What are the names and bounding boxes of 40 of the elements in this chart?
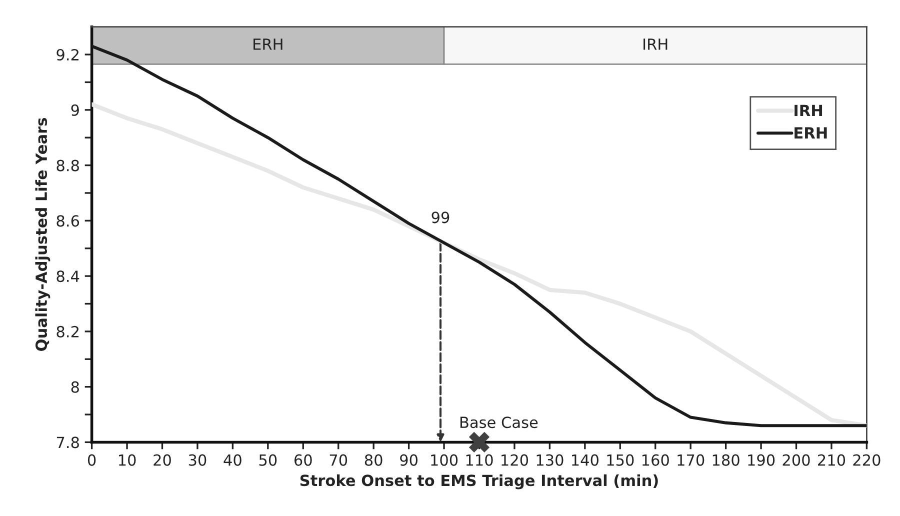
legend-label: ERH [794, 127, 827, 138]
x-tick-label: 130 [536, 454, 564, 466]
x-tick-label: 80 [364, 454, 382, 466]
x-tick-label: 60 [294, 454, 312, 466]
x-tick-label: 20 [154, 454, 171, 466]
y-tick-label: 9.2 [56, 48, 78, 61]
x-tick-label: 190 [748, 454, 775, 466]
y-axis-title: Quality-Adjusted Life Years [35, 118, 50, 351]
x-tick-label: 160 [642, 454, 669, 466]
y-tick-label: 8 [71, 381, 79, 393]
band-label: IRH [644, 38, 668, 50]
legend-label: IRH [794, 104, 822, 116]
annotation: Base Case [460, 416, 538, 428]
x-tick-label: 10 [118, 454, 136, 466]
y-tick-label: 8.2 [56, 326, 78, 338]
x-tick-label: 70 [330, 454, 348, 466]
x-tick-label: 180 [712, 454, 740, 466]
y-tick-label: 8.4 [56, 270, 80, 282]
y-tick-label: 7.8 [56, 436, 79, 448]
annotation: 99 [432, 212, 450, 224]
x-tick-label: 30 [188, 454, 206, 466]
x-axis-title: Stroke Onset to EMS Triage Interval (min) [300, 474, 658, 490]
x-tick-label: 200 [782, 454, 810, 466]
x-tick-label: 90 [400, 454, 418, 466]
y-tick-label: 9 [71, 104, 79, 116]
y-tick-label: 8.6 [56, 215, 80, 227]
x-tick-label: 170 [678, 454, 704, 466]
x-tick-label: 140 [572, 454, 598, 466]
x-tick-label: 120 [502, 454, 528, 466]
x-tick-label: 210 [818, 454, 846, 466]
x-tick-label: 100 [431, 454, 458, 466]
line-series [92, 102, 867, 428]
x-tick-label: 50 [259, 454, 277, 466]
x-tick-label: 220 [853, 454, 880, 466]
x-tick-label: 0 [88, 454, 96, 466]
band-label: ERH [254, 38, 282, 50]
x-tick-label: 150 [607, 454, 634, 466]
y-tick-label: 8.8 [56, 160, 79, 172]
x-tick-label: 40 [224, 454, 242, 466]
x-tick-label: 110 [466, 454, 493, 466]
